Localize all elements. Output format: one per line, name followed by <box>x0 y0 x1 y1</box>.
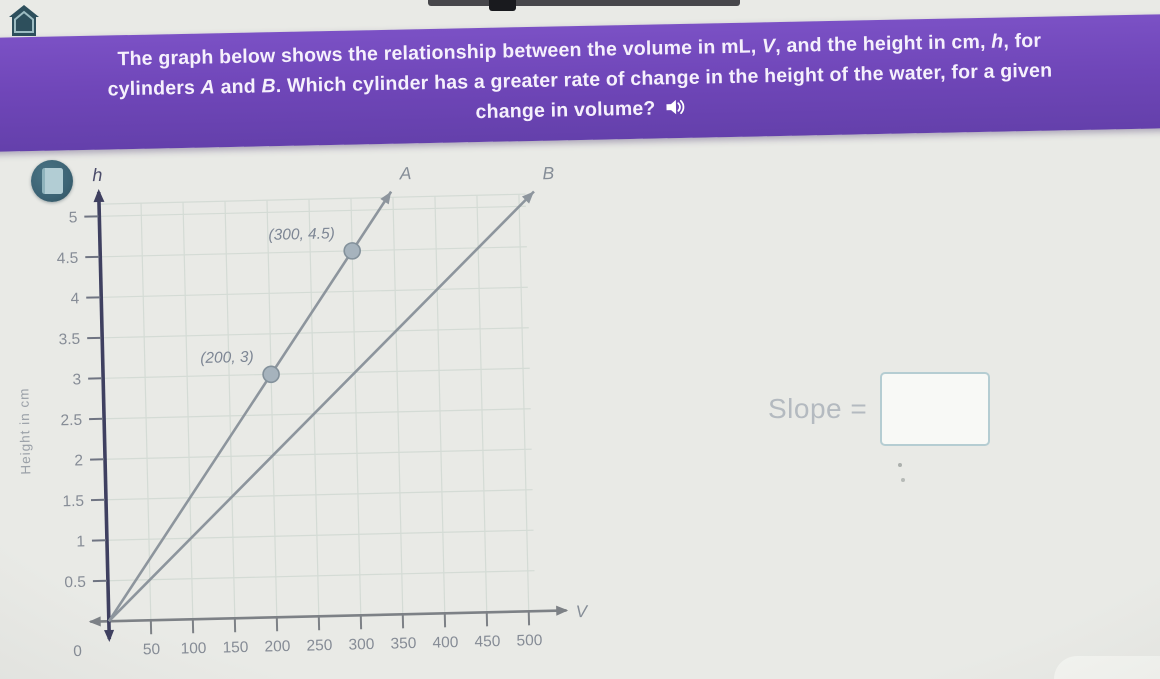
y-axis: 0.5 1 1.5 2 2.5 3 3.5 4 4.5 5 h Height in cm <box>16 165 115 643</box>
svg-text:2: 2 <box>74 452 83 469</box>
bottom-right-card-corner <box>1054 656 1160 679</box>
svg-text:V: V <box>576 602 589 621</box>
svg-text:Height in cm: Height in cm <box>16 387 33 474</box>
slope-label: Slope = <box>768 393 868 424</box>
svg-text:4.5: 4.5 <box>57 250 79 268</box>
svg-text:350: 350 <box>390 635 417 653</box>
svg-text:50: 50 <box>143 641 161 658</box>
data-point-200-3 <box>262 365 280 384</box>
svg-text:A: A <box>398 163 411 183</box>
svg-text:1.5: 1.5 <box>62 493 84 511</box>
svg-text:300: 300 <box>348 636 375 654</box>
svg-text:0: 0 <box>73 643 82 660</box>
notebook-page-glyph <box>41 168 63 194</box>
data-point-300-4.5 <box>343 242 361 260</box>
grid <box>99 193 535 621</box>
graph-area: 0 50 100 150 200 250 300 350 400 450 500 V 0.5 1 1.5 2 2… <box>0 138 660 679</box>
notebook-icon[interactable] <box>31 160 73 202</box>
speaker-icon[interactable] <box>664 96 686 126</box>
smudge-mark <box>898 463 902 467</box>
svg-text:B: B <box>542 163 554 183</box>
svg-text:4: 4 <box>70 290 79 307</box>
svg-text:200: 200 <box>264 638 291 656</box>
line-B: B <box>107 163 555 623</box>
line-A: A (200, 3) (300, 4.5) <box>107 163 412 622</box>
question-text-line-3: change in volume? <box>475 97 656 124</box>
svg-text:250: 250 <box>306 637 333 655</box>
svg-text:150: 150 <box>222 639 249 657</box>
svg-text:3: 3 <box>72 371 81 388</box>
top-edge-notch <box>489 0 516 11</box>
svg-text:2.5: 2.5 <box>60 412 82 430</box>
svg-text:(200, 3): (200, 3) <box>200 349 254 367</box>
svg-text:0.5: 0.5 <box>64 574 86 592</box>
volume-height-graph: 0 50 100 150 200 250 300 350 400 450 500 V 0.5 1 1.5 2 2… <box>16 163 589 660</box>
svg-text:100: 100 <box>180 640 207 658</box>
svg-text:(300, 4.5): (300, 4.5) <box>268 225 335 244</box>
svg-text:450: 450 <box>474 633 501 651</box>
svg-text:1: 1 <box>76 533 85 550</box>
home-icon[interactable] <box>7 2 41 38</box>
svg-text:5: 5 <box>69 209 78 226</box>
top-edge-strip <box>428 0 740 6</box>
answer-row: Slope = <box>768 372 991 446</box>
svg-text:500: 500 <box>516 632 543 650</box>
slope-input[interactable] <box>880 372 991 446</box>
x-axis: 0 50 100 150 200 250 300 350 400 450 500 V <box>73 602 589 660</box>
svg-text:400: 400 <box>432 634 459 652</box>
svg-text:h: h <box>92 165 102 185</box>
question-banner: The graph below shows the relationship b… <box>0 14 1160 152</box>
svg-text:3.5: 3.5 <box>58 331 80 349</box>
